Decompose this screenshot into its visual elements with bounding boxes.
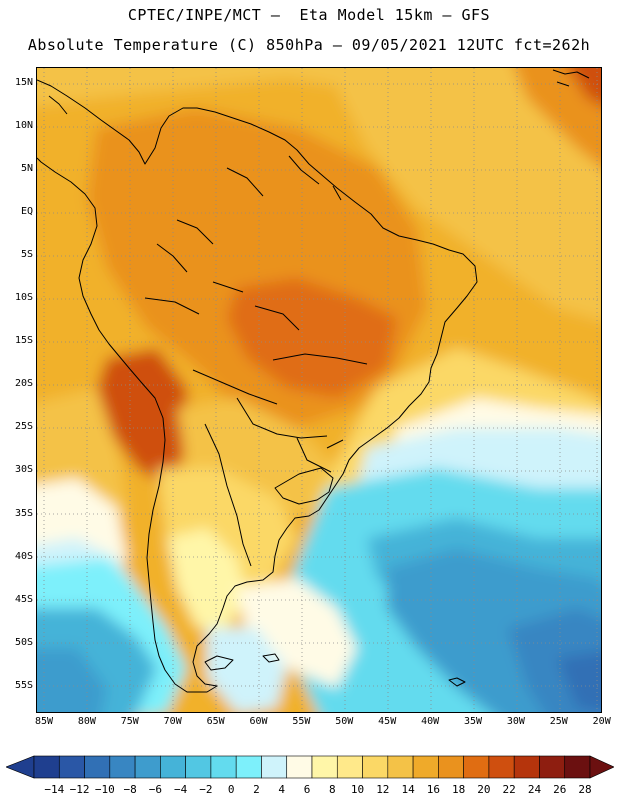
colorbar-swatch (235, 755, 262, 779)
colorbar-high-arrow (589, 755, 614, 779)
lon-label-40w: 40W (421, 716, 440, 727)
colorbar-label: 2 (253, 783, 260, 796)
lat-label-45s: 45S (14, 593, 33, 605)
colorbar-swatch (412, 755, 439, 779)
colorbar-label: 28 (578, 783, 592, 796)
lon-label-30w: 30W (506, 716, 525, 727)
lat-label-15s: 15S (14, 335, 33, 347)
colorbar-swatch (210, 755, 237, 779)
colorbar-swatch (362, 755, 389, 779)
colorbar-swatch (463, 755, 490, 779)
colorbar-swatch (564, 755, 591, 779)
lon-label-25w: 25W (549, 716, 568, 727)
colorbar-swatch (438, 755, 464, 779)
colorbar-label: −8 (123, 783, 137, 796)
colorbar-swatch (261, 755, 288, 779)
coastline-and-borders (37, 69, 590, 693)
colorbar-swatch (488, 755, 515, 779)
colorbar-label: 8 (328, 783, 336, 796)
colorbar-label: 10 (350, 783, 365, 796)
colorbar-swatch (336, 755, 363, 779)
colorbar (6, 755, 614, 779)
lat-label-eq: EQ (20, 206, 33, 218)
colorbar-label: 24 (527, 783, 542, 796)
colorbar-label: −10 (94, 783, 115, 796)
lat-label-15n: 15N (14, 77, 33, 88)
lat-label-10s: 10S (14, 292, 33, 304)
colorbar-swatch (185, 755, 212, 779)
lat-label-30s: 30S (14, 464, 33, 476)
lon-label-45w: 45W (378, 716, 397, 727)
colorbar-label: −12 (69, 783, 90, 796)
lat-label-35s: 35S (14, 507, 33, 519)
colorbar-swatch (84, 755, 111, 779)
colorbar-swatch (134, 755, 161, 779)
lat-label-40s: 40S (14, 550, 33, 562)
lon-label-80w: 80W (77, 716, 96, 727)
colorbar-swatch (109, 755, 136, 779)
temperature-map (36, 67, 602, 713)
chart-title-line2: Absolute Temperature (C) 850hPa – 09/05/… (27, 36, 591, 54)
temperature-field (37, 68, 601, 712)
colorbar-label: 26 (553, 783, 567, 796)
lon-label-55w: 55W (292, 716, 311, 727)
colorbar-swatch (513, 755, 540, 779)
colorbar-label: 4 (278, 783, 286, 796)
colorbar-label: 16 (426, 783, 440, 796)
lat-label-25s: 25S (14, 421, 33, 433)
colorbar-swatch (33, 755, 60, 779)
lon-label-85w: 85W (34, 716, 54, 727)
lon-label-65w: 65W (206, 716, 225, 727)
lat-label-50s: 50S (14, 636, 33, 648)
colorbar-label: −6 (148, 783, 162, 796)
colorbar-label: 12 (376, 783, 390, 796)
colorbar-swatch (160, 755, 186, 779)
colorbar-label: 22 (502, 783, 516, 796)
chart-title-line1: CPTEC/INPE/MCT – Eta Model 15km – GFS (127, 6, 491, 24)
colorbar-swatch (311, 755, 338, 779)
colorbar-swatch (58, 755, 85, 779)
colorbar-label: 14 (401, 783, 415, 796)
lon-label-70w: 70W (163, 716, 182, 727)
lat-label-10n: 10N (14, 120, 33, 132)
colorbar-label: 18 (452, 783, 466, 796)
colorbar-low-arrow (6, 755, 35, 779)
colorbar-swatch (539, 755, 566, 779)
lon-label-20w: 20W (592, 716, 611, 727)
lon-label-35w: 35W (463, 716, 483, 727)
lat-label-55s: 55S (14, 679, 33, 691)
colorbar-label: 0 (227, 783, 235, 796)
lon-label-60w: 60W (249, 716, 268, 727)
lon-label-50w: 50W (335, 716, 354, 727)
lat-label-20s: 20S (14, 378, 33, 390)
lat-label-5n: 5N (20, 163, 33, 175)
colorbar-label: −14 (44, 783, 65, 796)
colorbar-label: −2 (199, 783, 213, 796)
colorbar-label: −4 (174, 783, 188, 796)
colorbar-label: 6 (303, 783, 311, 796)
lat-label-5s: 5S (20, 249, 33, 261)
colorbar-label: 20 (477, 783, 491, 796)
colorbar-swatch (387, 755, 414, 779)
lon-label-75w: 75W (120, 716, 139, 727)
colorbar-swatch (286, 755, 313, 779)
